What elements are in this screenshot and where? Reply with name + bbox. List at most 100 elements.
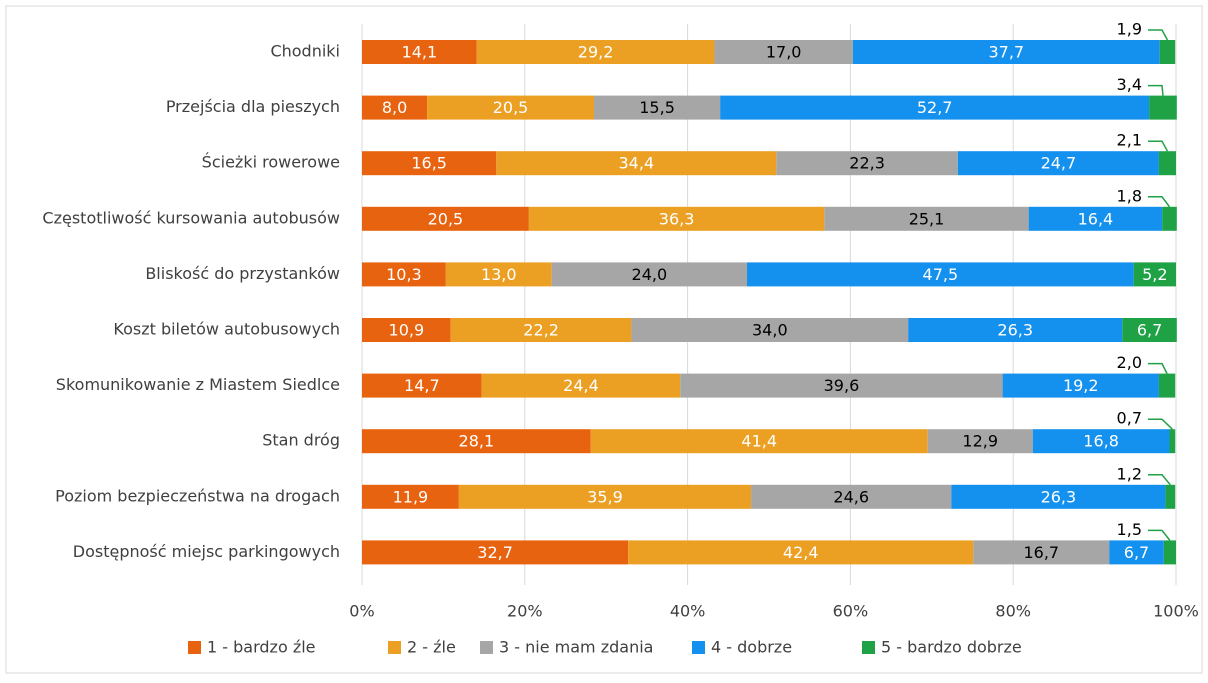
leader-line	[1148, 362, 1168, 374]
data-label: 10,3	[386, 265, 422, 284]
legend-label: 3 - nie mam zdania	[499, 638, 653, 657]
bar-segment	[1133, 262, 1176, 287]
data-label: 39,6	[824, 376, 860, 395]
data-label: 47,5	[923, 265, 959, 284]
bar-segment	[528, 206, 825, 231]
bar-segment	[1158, 151, 1176, 176]
data-label: 24,6	[833, 487, 869, 506]
leader-line	[1148, 196, 1171, 208]
bar-segment	[551, 262, 748, 287]
data-label: 24,7	[1041, 154, 1077, 173]
data-label: 5,2	[1142, 265, 1167, 284]
bar-segment	[973, 540, 1110, 565]
bar-segment	[1158, 373, 1176, 398]
data-label: 26,3	[997, 321, 1033, 340]
bar-segment	[590, 429, 928, 454]
legend-swatch	[480, 641, 493, 654]
bar-segment	[362, 262, 446, 287]
bar-segment	[1149, 95, 1177, 120]
data-label: 35,9	[587, 487, 623, 506]
bar-segment	[747, 262, 1134, 287]
data-label: 52,7	[917, 98, 953, 117]
bar-segment	[628, 540, 974, 565]
bar-segment	[496, 151, 777, 176]
data-label: 32,7	[477, 543, 513, 562]
leader-line	[1148, 474, 1171, 486]
data-label: 0,7	[1117, 409, 1142, 428]
data-label: 8,0	[382, 98, 407, 117]
bar-segment	[1109, 540, 1164, 565]
category-label: Poziom bezpieczeństwa na drogach	[55, 486, 340, 505]
category-label: Częstotliwość kursowania autobusów	[42, 208, 340, 227]
bar-segment	[1002, 373, 1159, 398]
category-label: Stan dróg	[262, 431, 340, 450]
data-label: 37,7	[988, 43, 1024, 62]
x-tick-label: 80%	[995, 602, 1031, 621]
bar-segment	[476, 40, 715, 64]
data-label: 24,4	[563, 376, 599, 395]
bar-segment	[908, 318, 1123, 342]
bar-segment	[631, 318, 909, 342]
bar-segment	[362, 484, 459, 509]
bar-segment	[720, 95, 1150, 120]
data-label: 25,1	[909, 209, 945, 228]
legend-label: 4 - dobrze	[711, 638, 792, 657]
x-tick-label: 0%	[349, 602, 374, 621]
data-label: 6,7	[1124, 543, 1149, 562]
bar-segment	[1169, 429, 1176, 454]
bar-segment	[362, 373, 482, 398]
legend-label: 2 - źle	[407, 638, 456, 657]
bar-segment	[1163, 540, 1176, 565]
category-label: Koszt biletów autobusowych	[113, 320, 340, 339]
legend-label: 5 - bardzo dobrze	[881, 638, 1022, 657]
x-tick-label: 20%	[507, 602, 543, 621]
leader-line	[1148, 29, 1169, 41]
data-label: 34,4	[619, 154, 655, 173]
x-tick-label: 40%	[670, 602, 706, 621]
bar-segment	[362, 95, 428, 120]
data-label: 15,5	[639, 98, 675, 117]
data-label: 14,1	[402, 43, 438, 62]
x-tick-label: 100%	[1153, 602, 1199, 621]
data-label: 14,7	[404, 376, 440, 395]
data-label: 28,1	[459, 432, 495, 451]
category-label: Chodniki	[270, 42, 340, 61]
category-label: Dostępność miejsc parkingowych	[73, 542, 340, 561]
bar-segment	[957, 151, 1159, 176]
leader-line	[1148, 418, 1173, 430]
bar-segment	[1032, 429, 1170, 454]
bar-segment	[852, 40, 1160, 64]
data-label: 29,2	[578, 43, 614, 62]
leader-line	[1148, 140, 1169, 152]
data-label: 26,3	[1041, 487, 1077, 506]
legend-swatch	[692, 641, 705, 654]
data-label: 20,5	[428, 209, 464, 228]
bar-segment	[445, 262, 552, 287]
data-label: 16,4	[1078, 209, 1114, 228]
category-label: Ścieżki rowerowe	[202, 153, 340, 172]
bar-segment	[714, 40, 853, 64]
leader-line	[1148, 84, 1164, 96]
data-label: 19,2	[1063, 376, 1099, 395]
category-label: Bliskość do przystanków	[145, 264, 340, 283]
data-label: 1,8	[1117, 186, 1142, 205]
bar-segment	[362, 40, 477, 64]
bar-segment	[458, 484, 752, 509]
legend-swatch	[188, 641, 201, 654]
bar-segment	[680, 373, 1003, 398]
data-label: 2,1	[1117, 131, 1142, 150]
data-label: 12,9	[962, 432, 998, 451]
data-label: 3,4	[1117, 75, 1142, 94]
data-label: 22,3	[849, 154, 885, 173]
data-label: 24,0	[632, 265, 668, 284]
data-label: 6,7	[1137, 321, 1162, 340]
data-label: 16,8	[1083, 432, 1119, 451]
legend-swatch	[862, 641, 875, 654]
category-label: Skomunikowanie z Miastem Siedlce	[56, 375, 340, 394]
bar-segment	[776, 151, 958, 176]
data-label: 11,9	[393, 487, 429, 506]
bar-segment	[593, 95, 721, 120]
data-label: 34,0	[752, 321, 788, 340]
x-tick-label: 60%	[833, 602, 869, 621]
